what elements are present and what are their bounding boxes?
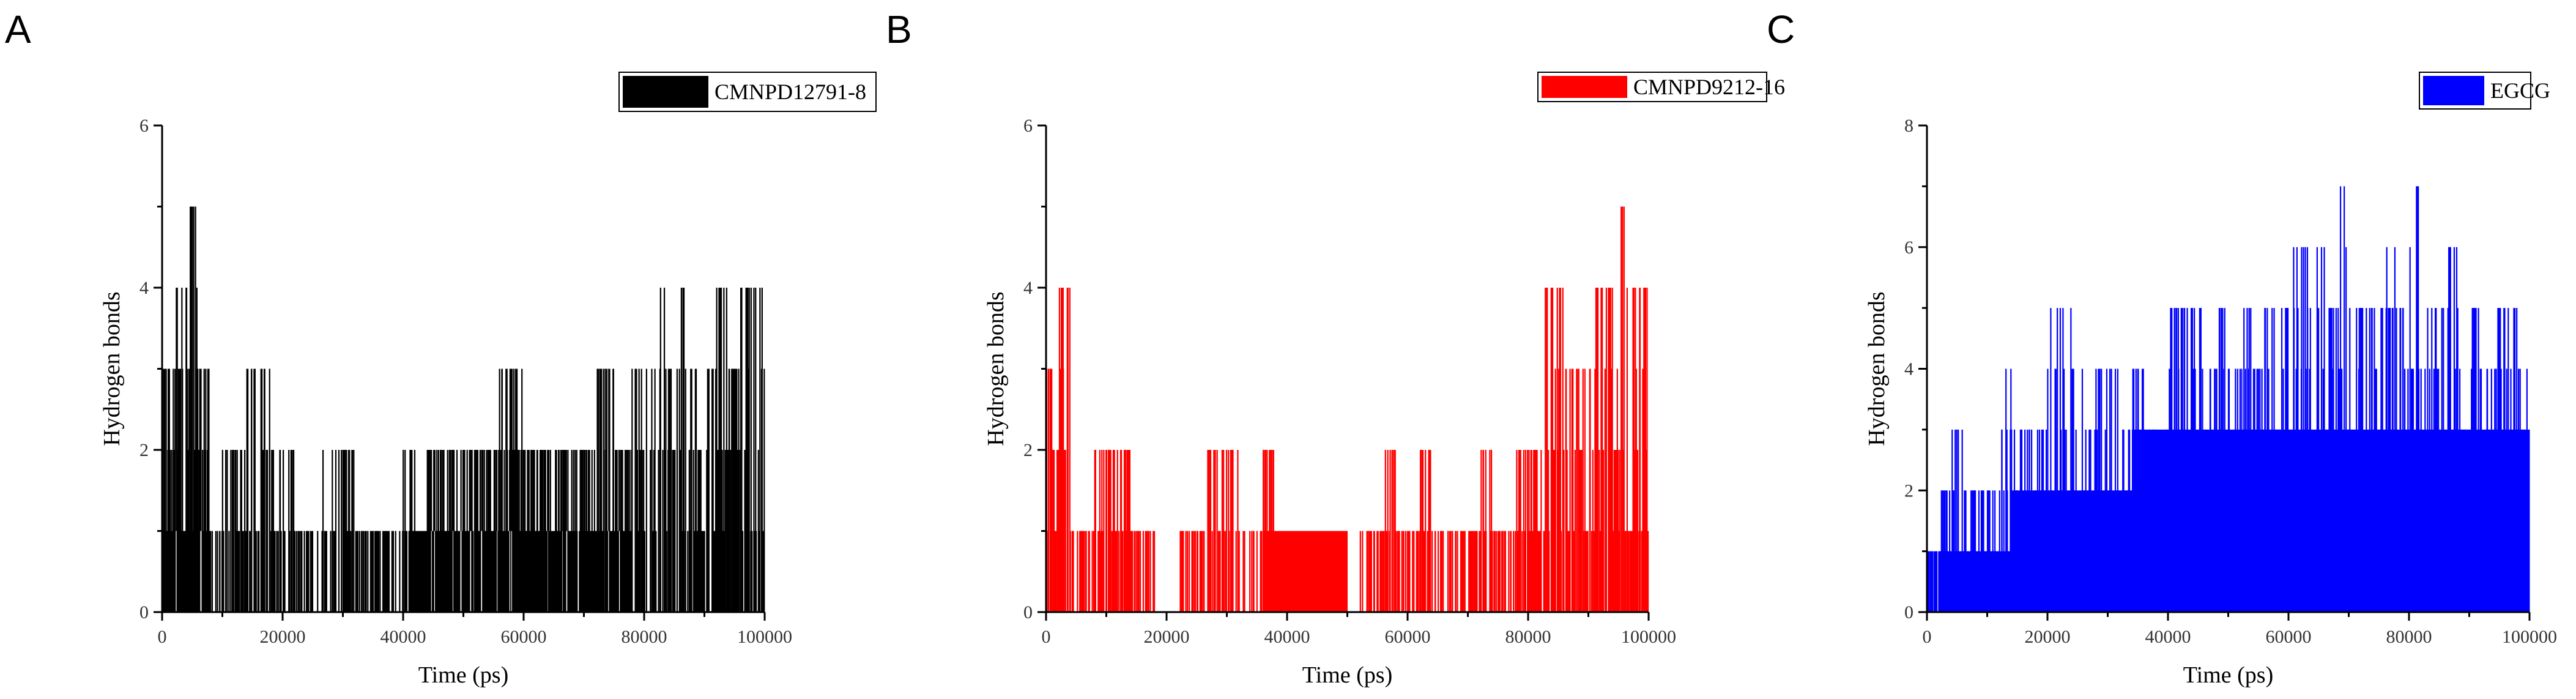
legend: CMNPD12791-8 <box>618 72 877 112</box>
y-tick-label: 8 <box>1904 116 1913 136</box>
y-tick-label: 6 <box>1023 116 1033 136</box>
legend-swatch <box>623 76 708 108</box>
x-tick-label: 100000 <box>1621 627 1676 647</box>
y-axis-title: Hydrogen bonds <box>983 291 1009 446</box>
y-tick-label: 2 <box>1023 440 1033 460</box>
legend-label: EGCG <box>2490 78 2550 103</box>
chart-panel-a: A 0 20000 40000 60000 80000 100000 0 2 4 6 Time (ps… <box>5 7 877 688</box>
x-tick-label: 40000 <box>1264 627 1310 647</box>
x-tick-label: 100000 <box>2502 627 2557 647</box>
chart-panel-c: C 0 20000 40000 60000 80000 100000 0 2 4 6 8 Time (p… <box>1767 7 2557 688</box>
x-axis-title: Time (ps) <box>418 662 508 688</box>
x-tick-label: 80000 <box>2386 627 2432 647</box>
y-tick-label: 4 <box>1904 359 1913 379</box>
legend-label: CMNPD12791-8 <box>715 80 866 104</box>
x-tick-label: 40000 <box>380 627 426 647</box>
x-tick-label: 20000 <box>1144 627 1190 647</box>
panel-letter: C <box>1767 7 1795 51</box>
y-tick-label: 0 <box>1023 602 1033 622</box>
series-cmnpd12791-8 <box>161 206 765 612</box>
x-tick-label: 80000 <box>1505 627 1551 647</box>
legend-label: CMNPD9212-16 <box>1633 75 1785 99</box>
x-tick-label: 20000 <box>260 627 306 647</box>
x-tick-label: 20000 <box>2025 627 2071 647</box>
legend: EGCG <box>2419 72 2550 110</box>
y-axis-title: Hydrogen bonds <box>1864 291 1890 446</box>
x-tick-label: 0 <box>1923 627 1932 647</box>
series-cmnpd9212-16 <box>1045 206 1649 612</box>
x-tick-label: 100000 <box>737 627 792 647</box>
y-tick-label: 0 <box>139 602 149 622</box>
y-tick-label: 4 <box>139 278 149 298</box>
y-axis-title: Hydrogen bonds <box>99 291 125 446</box>
series-egcg <box>1927 186 2530 612</box>
chart-panel-b: B 0 20000 40000 60000 80000 100000 0 2 4 6 Time (ps… <box>886 7 1785 688</box>
y-tick-label: 2 <box>139 440 149 460</box>
y-tick-label: 2 <box>1904 480 1913 501</box>
panel-letter: B <box>886 7 912 51</box>
y-tick-label: 4 <box>1023 278 1033 298</box>
x-tick-label: 60000 <box>1385 627 1431 647</box>
x-tick-label: 0 <box>158 627 167 647</box>
x-axis-title: Time (ps) <box>1302 662 1392 688</box>
legend: CMNPD9212-16 <box>1537 72 1785 102</box>
y-tick-label: 6 <box>139 116 149 136</box>
x-tick-label: 0 <box>1042 627 1051 647</box>
y-tick-label: 6 <box>1904 237 1913 258</box>
legend-swatch <box>1542 76 1627 98</box>
x-tick-label: 40000 <box>2145 627 2191 647</box>
x-tick-label: 60000 <box>2266 627 2312 647</box>
legend-swatch <box>2423 76 2484 105</box>
x-tick-label: 60000 <box>501 627 547 647</box>
y-tick-label: 0 <box>1904 602 1913 622</box>
panel-letter: A <box>5 7 31 51</box>
x-tick-label: 80000 <box>622 627 667 647</box>
x-axis-title: Time (ps) <box>2183 662 2273 688</box>
